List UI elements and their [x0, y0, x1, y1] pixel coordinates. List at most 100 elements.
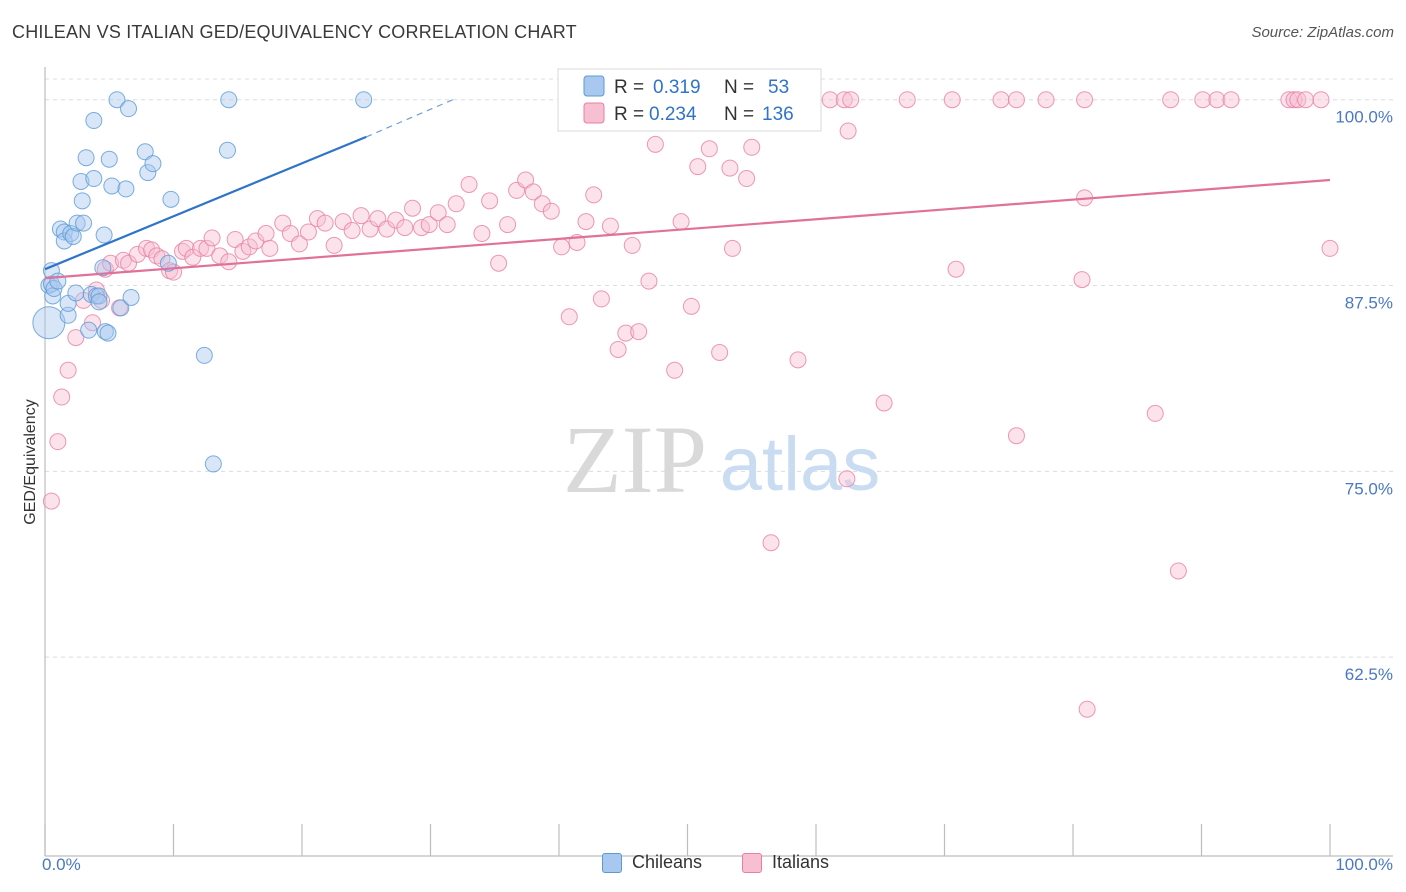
italians-point — [240, 238, 258, 256]
italians-point — [623, 236, 641, 254]
italians-point — [1194, 91, 1212, 109]
chileans-point — [49, 272, 67, 290]
series-legend: Chileans Italians — [0, 852, 1406, 878]
chileans-point — [122, 288, 140, 306]
italians-point — [429, 204, 447, 222]
italians-point — [743, 138, 761, 156]
axes — [44, 67, 1393, 857]
italians-point — [499, 216, 517, 234]
legend-n-label-italians: N = — [724, 104, 754, 125]
legend-item-chileans[interactable]: Chileans — [602, 852, 702, 873]
italians-point — [290, 235, 308, 253]
italians-point — [387, 211, 405, 229]
source-label: Source: ZipAtlas.com — [1251, 24, 1394, 41]
legend-n-value-chileans: 53 — [768, 77, 789, 98]
italians-point — [592, 290, 610, 308]
data-points — [32, 91, 1339, 718]
legend-label-italians: Italians — [772, 852, 830, 872]
y-tick-label: 87.5% — [1345, 294, 1393, 313]
italians-point — [640, 272, 658, 290]
legend-n-value-italians: 136 — [762, 104, 794, 125]
italians-point — [646, 135, 664, 153]
chileans-point — [55, 223, 73, 241]
italians-point — [517, 171, 535, 189]
chileans-point — [90, 287, 108, 305]
italians-point — [721, 159, 739, 177]
chileans-point — [80, 321, 98, 339]
italians-point — [198, 239, 216, 257]
chileans-trend-extension — [366, 97, 457, 138]
chileans-point — [64, 227, 82, 245]
chileans-point — [136, 143, 154, 161]
trend-lines — [44, 97, 1331, 280]
italians-point — [1146, 404, 1164, 422]
chileans-point — [108, 91, 126, 109]
legend-n-label-chileans: N = — [724, 77, 754, 98]
chileans-point — [90, 293, 108, 311]
italians-point — [738, 170, 756, 188]
italians-point — [59, 361, 77, 379]
tick-labels: 100.0% 87.5% 75.0% 62.5% 0.0% 100.0% — [42, 108, 1393, 874]
italians-point — [1208, 91, 1226, 109]
italians-point — [404, 199, 422, 217]
italians-point — [617, 324, 635, 342]
italians-point — [481, 192, 499, 210]
chileans-point — [112, 299, 130, 317]
legend-r-value-italians: 0.234 — [649, 104, 697, 125]
italians-point — [1222, 91, 1240, 109]
italians-point — [93, 291, 111, 309]
italians-point — [711, 343, 729, 361]
legend-r-label-chileans: R = — [614, 77, 644, 98]
italians-point — [396, 219, 414, 237]
italians-point — [1321, 239, 1339, 257]
chileans-point — [72, 172, 90, 190]
italians-point — [316, 214, 334, 232]
legend-item-italians[interactable]: Italians — [742, 852, 829, 873]
y-tick-label: 100.0% — [1335, 108, 1393, 127]
watermark-zip: ZIP — [563, 406, 707, 513]
chileans-point — [85, 112, 103, 130]
chileans-point — [32, 306, 66, 340]
italians-point — [666, 361, 684, 379]
italians-point — [1073, 271, 1091, 289]
italians-point — [875, 394, 893, 412]
italians-point — [672, 213, 690, 231]
chileans-point — [195, 346, 213, 364]
italians-point — [114, 251, 132, 269]
italians-point — [560, 308, 578, 326]
italians-point — [601, 217, 619, 235]
italians-point — [67, 329, 85, 347]
chileans-point — [62, 225, 80, 243]
italians-point — [553, 238, 571, 256]
italians-point — [542, 202, 560, 220]
italians-point — [842, 91, 860, 109]
italians-point — [947, 260, 965, 278]
italians-trend-line — [44, 178, 1331, 280]
chileans-point — [117, 180, 135, 198]
italians-point — [789, 351, 807, 369]
italians-point — [334, 213, 352, 231]
y-tick-label: 62.5% — [1345, 665, 1393, 684]
italians-point — [49, 433, 67, 451]
y-axis-label: GED/Equivalency — [22, 399, 39, 524]
chileans-point — [139, 164, 157, 182]
italians-point — [420, 216, 438, 234]
chileans-point — [355, 91, 373, 109]
italians-point — [1297, 91, 1315, 109]
italians-point — [839, 122, 857, 140]
chileans-point — [67, 284, 85, 302]
chileans-point — [59, 306, 77, 324]
italians-point — [762, 534, 780, 552]
italians-point — [609, 340, 627, 358]
chileans-point — [103, 177, 121, 195]
italians-point — [700, 140, 718, 158]
italians-point — [438, 216, 456, 234]
italians-point — [352, 207, 370, 225]
chileans-point — [144, 155, 162, 173]
italians-point — [490, 254, 508, 272]
italians-point — [585, 186, 603, 204]
chileans-trend-line — [44, 135, 367, 271]
chileans-point — [159, 254, 177, 272]
watermark-atlas: atlas — [720, 422, 881, 507]
